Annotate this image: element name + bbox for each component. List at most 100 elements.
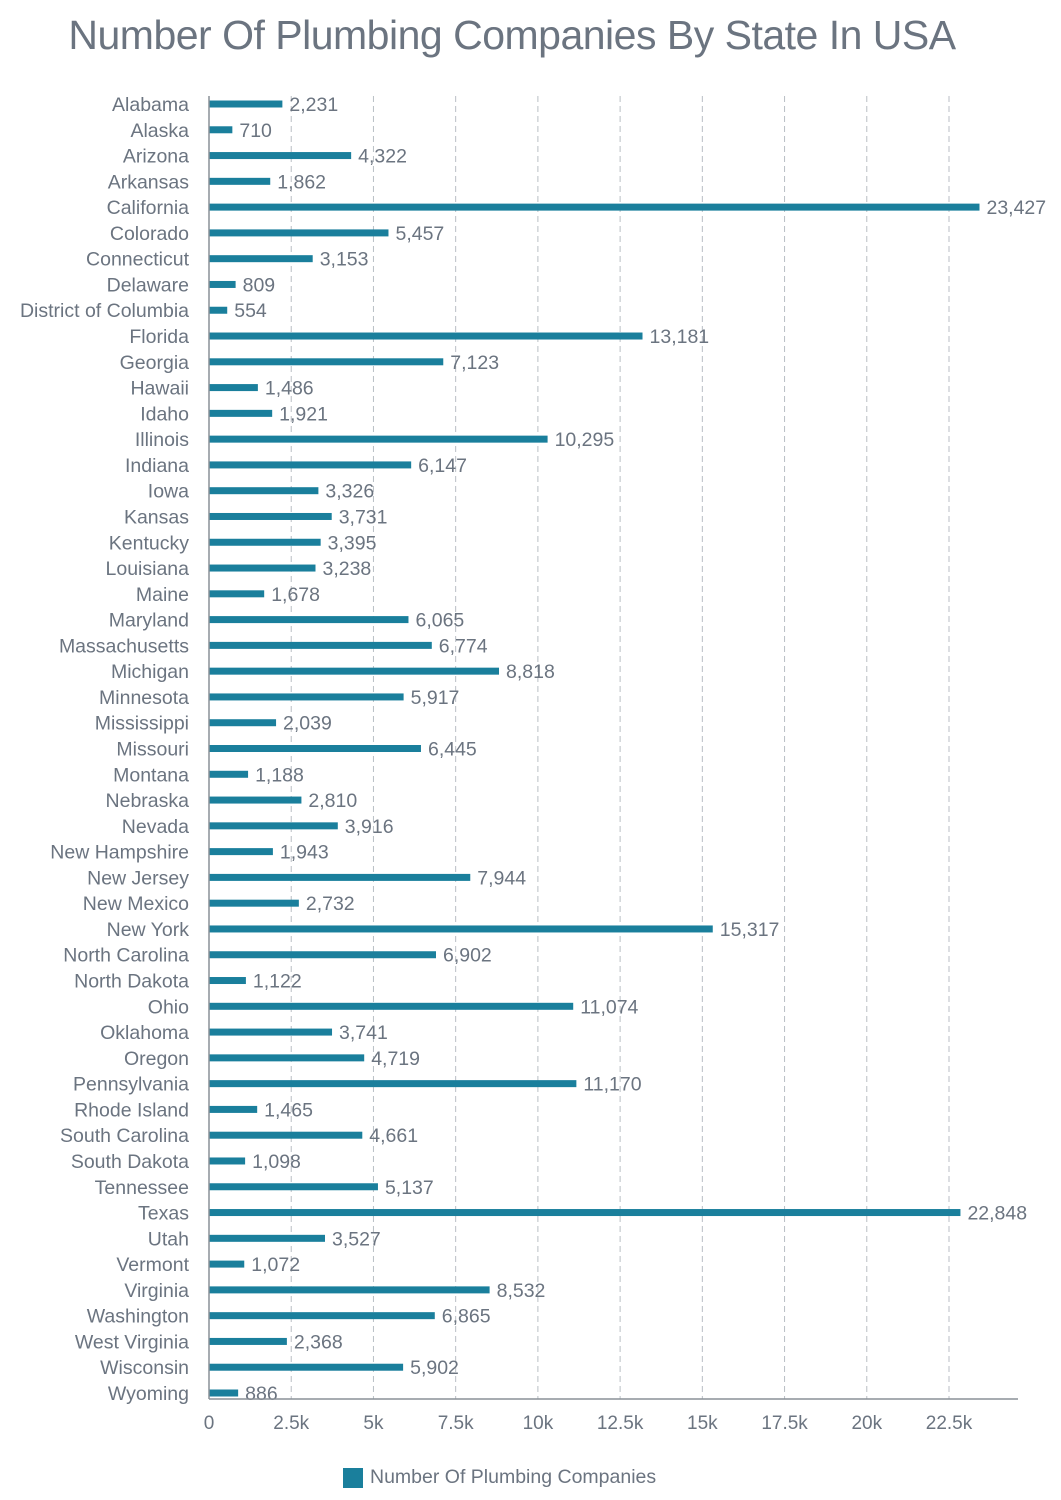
value-label: 5,137 [385, 1177, 434, 1199]
bar[interactable] [209, 332, 643, 340]
bar[interactable] [209, 100, 283, 108]
bar[interactable] [209, 1312, 435, 1320]
category-label: Utah [148, 1228, 189, 1250]
category-label: Arizona [123, 146, 189, 168]
bar[interactable] [209, 1209, 961, 1217]
bar[interactable] [209, 693, 404, 701]
value-label: 6,902 [443, 945, 492, 967]
bar[interactable] [209, 229, 389, 237]
bar[interactable] [209, 616, 409, 624]
bar[interactable] [209, 512, 332, 520]
value-label: 1,862 [277, 171, 326, 193]
x-tick-label: 17.5k [761, 1413, 808, 1434]
bar[interactable] [209, 306, 228, 314]
bar[interactable] [209, 951, 436, 959]
value-label: 7,944 [477, 867, 526, 889]
bar[interactable] [209, 719, 277, 727]
bar[interactable] [209, 203, 980, 211]
x-tick-label: 5k [363, 1413, 384, 1434]
value-label: 1,921 [279, 403, 328, 425]
category-label: Michigan [111, 661, 189, 683]
bar[interactable] [209, 1363, 404, 1371]
bar[interactable] [209, 1080, 577, 1088]
bar[interactable] [209, 745, 421, 752]
value-labels: 2,231 710 4,322 1,862 23,427 5,457 3,153 809 554… [234, 94, 1046, 1405]
value-label: 5,917 [411, 687, 460, 709]
bar[interactable] [209, 1028, 333, 1036]
bar[interactable] [209, 384, 258, 392]
x-tick-label: 0 [204, 1413, 215, 1434]
bar[interactable] [209, 280, 236, 288]
category-label: Kansas [124, 506, 189, 528]
bar[interactable] [209, 873, 471, 881]
bar[interactable] [209, 1157, 246, 1165]
bar[interactable] [209, 255, 313, 263]
x-tick-label: 22.5k [926, 1413, 973, 1434]
value-label: 3,326 [325, 481, 374, 503]
value-label: 3,153 [320, 249, 369, 271]
value-label: 3,916 [345, 816, 394, 838]
value-label: 1,678 [271, 584, 320, 606]
bar[interactable] [209, 667, 500, 675]
bar[interactable] [209, 848, 273, 856]
value-label: 4,719 [371, 1048, 420, 1070]
bar[interactable] [209, 770, 249, 778]
category-label: Virginia [124, 1280, 189, 1302]
x-tick-label: 2.5k [273, 1413, 309, 1434]
value-label: 6,865 [442, 1306, 491, 1328]
value-label: 554 [234, 300, 267, 322]
bar[interactable] [209, 461, 412, 469]
category-label: Delaware [107, 274, 189, 296]
x-tick-label: 7.5k [438, 1413, 474, 1434]
bar[interactable] [209, 1105, 258, 1113]
category-label: Maryland [109, 610, 189, 632]
bar[interactable] [209, 538, 321, 546]
category-label: Rhode Island [74, 1099, 189, 1121]
category-label: New Mexico [83, 893, 189, 915]
value-label: 23,427 [986, 197, 1046, 219]
category-label: Hawaii [130, 378, 189, 400]
category-label: Idaho [140, 403, 189, 425]
bar[interactable] [209, 177, 271, 185]
bar[interactable] [209, 1002, 574, 1010]
bar[interactable] [209, 1054, 365, 1062]
axes [208, 96, 1018, 1400]
bar[interactable] [209, 1234, 325, 1242]
bar[interactable] [209, 1260, 245, 1268]
bar[interactable] [209, 358, 444, 366]
legend[interactable]: Number Of Plumbing Companies [343, 1466, 656, 1489]
bar[interactable] [209, 1286, 490, 1294]
bar[interactable] [209, 409, 273, 417]
bar[interactable] [209, 126, 233, 134]
bar[interactable] [209, 564, 316, 572]
bar[interactable] [209, 925, 713, 933]
bar[interactable] [209, 1131, 363, 1139]
value-label: 809 [243, 274, 276, 296]
value-label: 11,074 [580, 996, 638, 1018]
value-label: 1,122 [253, 971, 302, 993]
bar[interactable] [209, 1183, 378, 1191]
category-label: Illinois [135, 429, 189, 451]
category-label: Tennessee [95, 1177, 189, 1199]
x-tick-label: 20k [851, 1413, 882, 1434]
bar[interactable] [209, 899, 299, 907]
category-label: Maine [136, 584, 189, 606]
bar[interactable] [209, 977, 246, 985]
value-label: 1,188 [255, 764, 304, 786]
bar[interactable] [209, 822, 338, 830]
bar[interactable] [209, 590, 265, 598]
chart-title: Number Of Plumbing Companies By State In… [68, 12, 956, 58]
bar[interactable] [209, 641, 432, 649]
category-label: Indiana [125, 455, 189, 477]
bar[interactable] [209, 1389, 239, 1397]
category-label: Mississippi [95, 713, 189, 735]
bar[interactable] [209, 152, 352, 160]
bar[interactable] [209, 435, 548, 443]
value-label: 22,848 [967, 1203, 1027, 1225]
value-label: 3,395 [328, 532, 377, 554]
bar[interactable] [209, 487, 319, 495]
bar[interactable] [209, 796, 302, 804]
category-label: Alaska [130, 120, 189, 142]
value-label: 1,943 [280, 842, 329, 864]
bar[interactable] [209, 1337, 287, 1345]
